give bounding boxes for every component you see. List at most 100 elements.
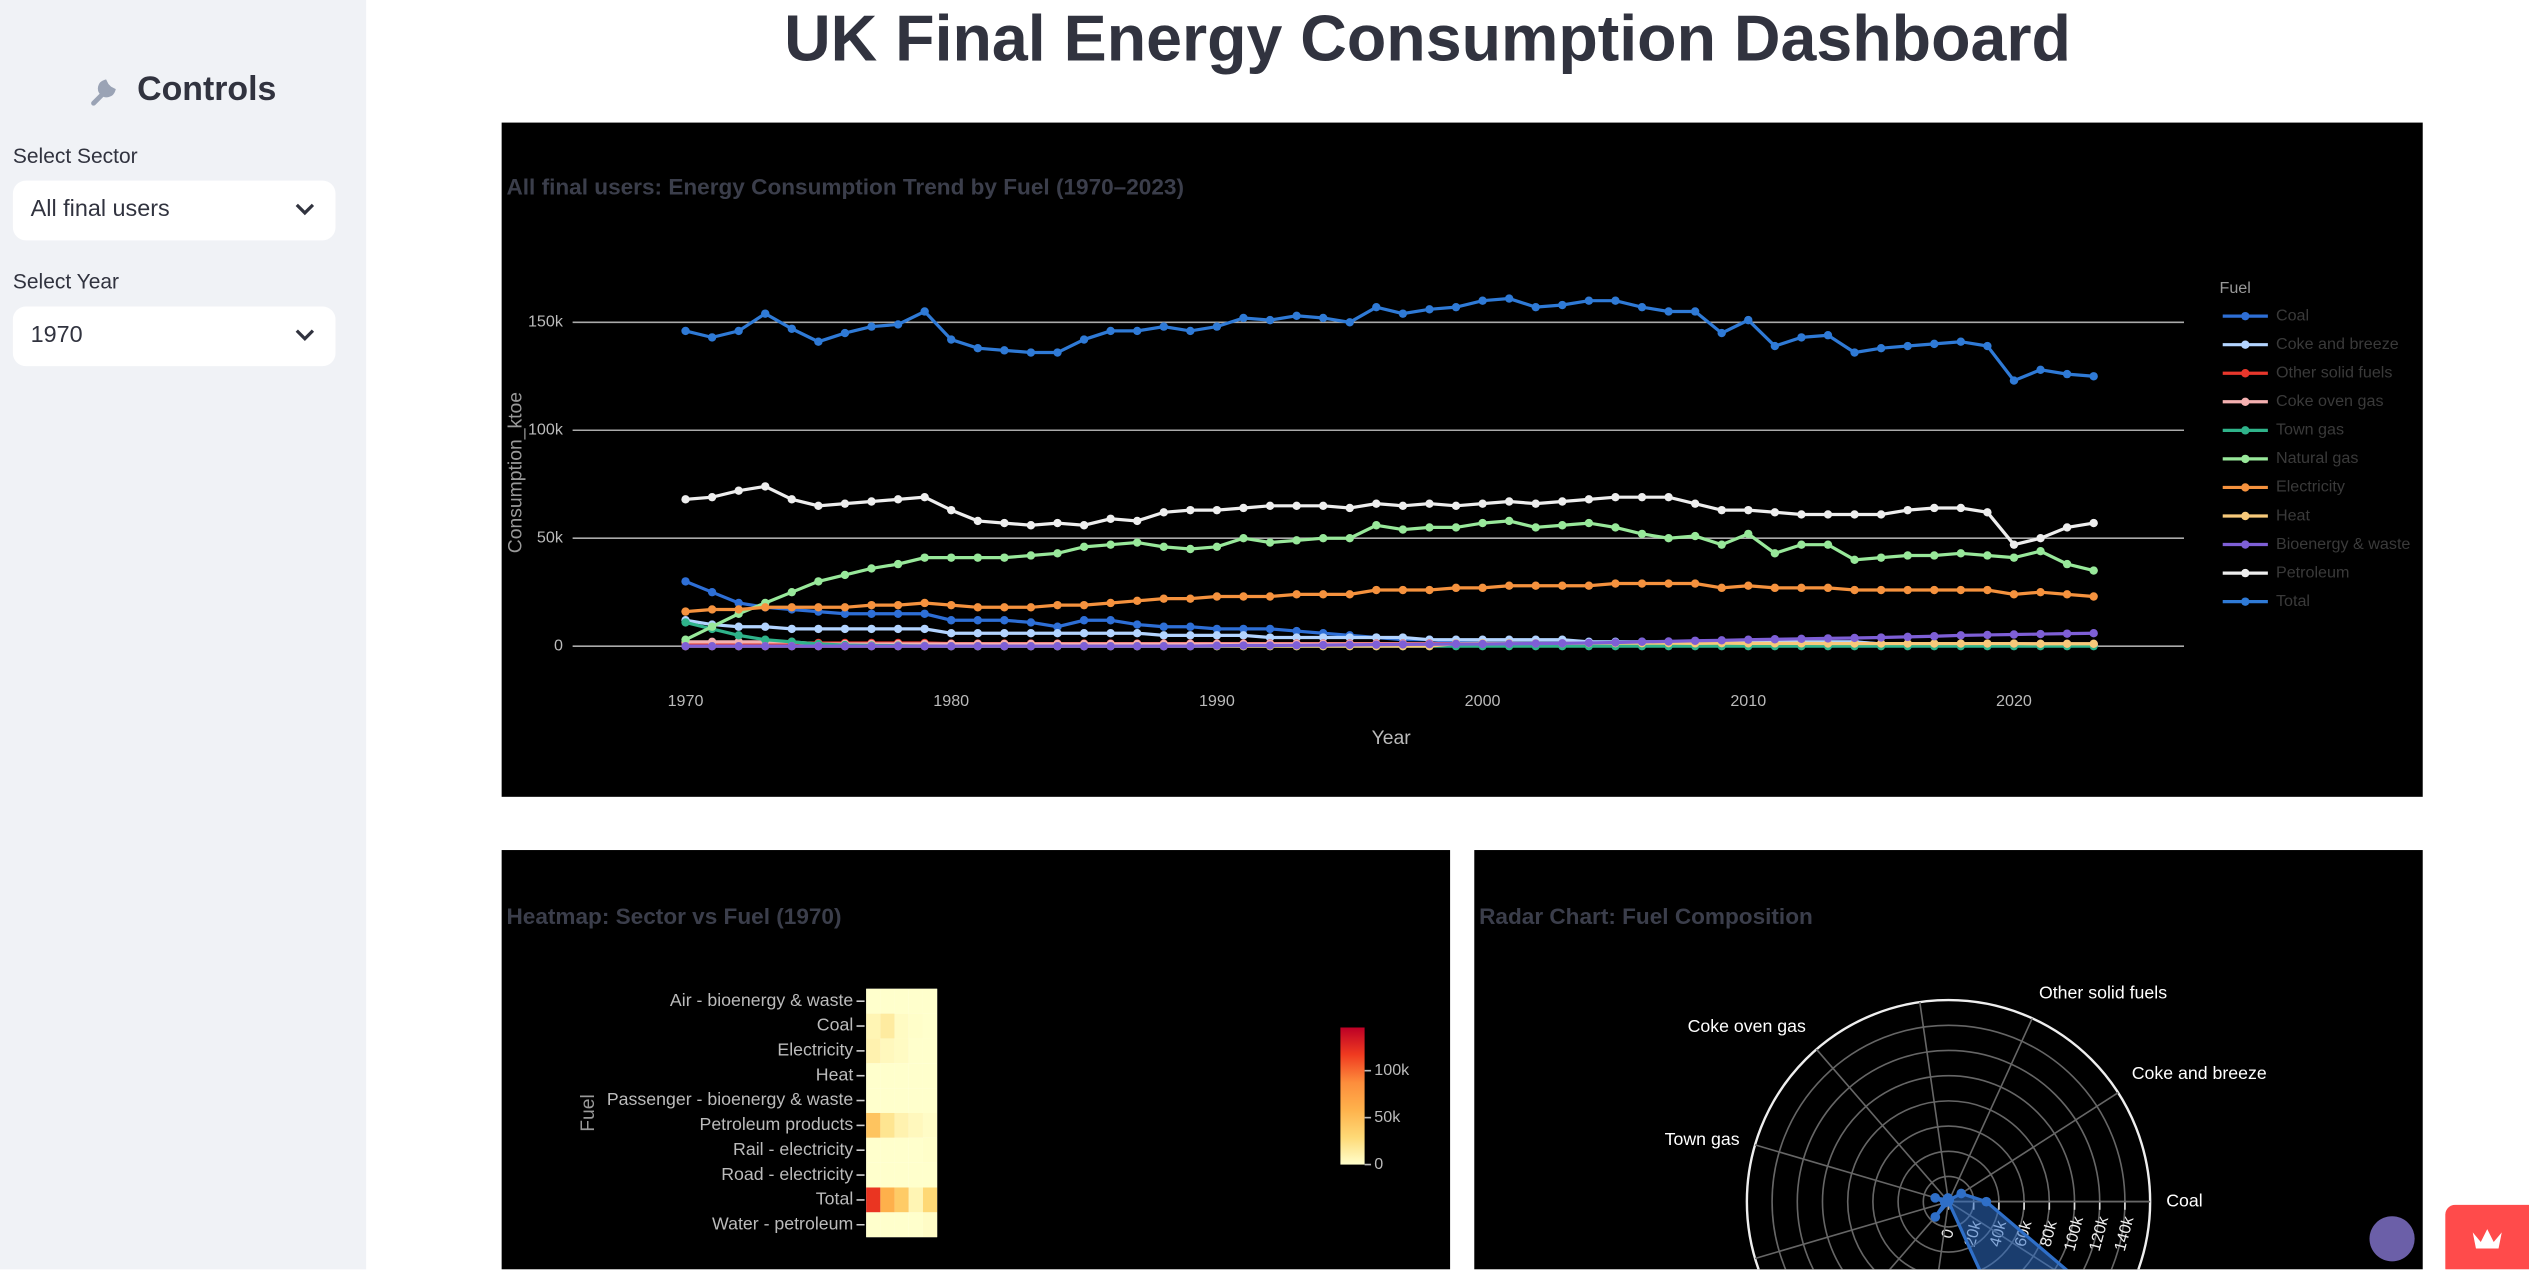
data-point xyxy=(1239,631,1248,640)
data-point xyxy=(920,492,929,502)
data-point xyxy=(1637,637,1647,647)
legend-marker xyxy=(2241,426,2250,435)
data-point xyxy=(1133,516,1142,526)
legend-label[interactable]: Town gas xyxy=(2276,421,2344,439)
data-point xyxy=(1026,551,1036,560)
data-point xyxy=(2036,534,2045,543)
legend-label[interactable]: Coke oven gas xyxy=(2276,392,2384,410)
legend-label[interactable]: Coke and breeze xyxy=(2276,335,2399,353)
data-point xyxy=(1292,311,1301,321)
data-point xyxy=(1584,581,1594,590)
data-point xyxy=(1292,633,1301,642)
heatmap-cell xyxy=(908,1038,923,1064)
data-point xyxy=(814,337,823,346)
data-point xyxy=(814,603,823,612)
data-point xyxy=(2009,553,2019,562)
legend-label[interactable]: Coal xyxy=(2276,306,2309,324)
heatmap-cell xyxy=(922,1137,938,1163)
data-point xyxy=(1717,636,1726,645)
data-point xyxy=(1531,302,1540,312)
heatmap-cell xyxy=(894,988,909,1014)
legend-label[interactable]: Natural gas xyxy=(2276,449,2358,467)
data-point xyxy=(1850,348,1859,357)
heatmap-cell xyxy=(866,988,881,1014)
data-point xyxy=(893,641,903,651)
colorbar-tick-label: 50k xyxy=(1374,1108,1401,1126)
data-point xyxy=(734,622,743,631)
data-point xyxy=(1212,542,1222,552)
data-point xyxy=(734,326,743,336)
data-point xyxy=(947,616,956,625)
data-point xyxy=(1504,497,1514,506)
data-point xyxy=(1664,307,1673,316)
data-point xyxy=(1212,505,1222,515)
data-point xyxy=(1212,641,1222,650)
data-point xyxy=(1504,294,1514,303)
data-point xyxy=(1318,590,1328,599)
heatmap-cell xyxy=(880,1038,895,1064)
data-point xyxy=(1850,585,1859,595)
sector-select[interactable]: All final users xyxy=(12,180,336,241)
data-point xyxy=(1876,633,1886,642)
legend-label[interactable]: Electricity xyxy=(2276,478,2346,496)
data-point xyxy=(1531,581,1540,590)
heatmap-cell xyxy=(922,1187,938,1213)
data-point xyxy=(681,495,690,504)
data-point xyxy=(1372,521,1381,530)
data-point xyxy=(1053,629,1062,638)
data-point xyxy=(1797,540,1806,549)
legend-label[interactable]: Other solid fuels xyxy=(2276,364,2393,382)
data-point xyxy=(1903,341,1912,351)
data-point xyxy=(1292,501,1301,511)
data-point xyxy=(787,324,796,333)
y-tick-label: Total xyxy=(816,1189,853,1209)
data-point xyxy=(840,603,850,612)
chart-title: Heatmap: Sector vs Fuel (1970) xyxy=(506,904,841,929)
legend-label[interactable]: Total xyxy=(2276,592,2310,610)
data-point xyxy=(867,641,876,651)
data-point xyxy=(1265,315,1275,325)
data-point xyxy=(1770,508,1780,517)
data-point xyxy=(867,322,876,331)
sidebar: Controls Select Sector All final users S… xyxy=(0,0,367,1270)
legend-label[interactable]: Petroleum xyxy=(2276,563,2350,581)
data-point xyxy=(1133,641,1142,651)
data-point xyxy=(2009,376,2019,385)
data-point xyxy=(1903,639,1912,648)
data-point xyxy=(1717,583,1726,593)
data-point xyxy=(1292,536,1301,545)
data-point xyxy=(1770,341,1780,351)
data-point xyxy=(707,333,717,342)
data-point xyxy=(1451,302,1461,312)
axis-label: Town gas xyxy=(1665,1129,1740,1149)
legend-label[interactable]: Bioenergy & waste xyxy=(2276,535,2410,553)
polar-spoke xyxy=(1947,1017,2033,1203)
heatmap-cell xyxy=(866,1063,881,1089)
data-point xyxy=(2062,523,2072,532)
heatmap-cell xyxy=(866,1187,881,1213)
data-point xyxy=(1239,624,1248,634)
data-point xyxy=(707,605,717,614)
data-point xyxy=(1797,634,1806,644)
heatmap-cell xyxy=(908,1013,923,1039)
avatar[interactable] xyxy=(2369,1216,2415,1262)
legend-marker xyxy=(2241,311,2250,321)
data-point xyxy=(1690,499,1700,508)
y-axis-label: Consumption_ktoe xyxy=(504,392,526,553)
legend-label[interactable]: Heat xyxy=(2276,506,2311,524)
heatmap-cell xyxy=(922,1063,938,1089)
data-point xyxy=(1504,516,1514,526)
data-point xyxy=(1876,510,1886,519)
data-point xyxy=(1026,641,1036,651)
heatmap-cell xyxy=(922,1088,938,1113)
data-point xyxy=(1079,600,1089,610)
data-point xyxy=(2036,639,2045,648)
sidebar-title: Controls xyxy=(137,70,277,109)
data-point xyxy=(1026,521,1036,530)
data-point xyxy=(1133,596,1142,606)
data-point xyxy=(1903,505,1912,515)
year-select[interactable]: 1970 xyxy=(12,306,336,367)
data-point xyxy=(1345,633,1354,642)
data-point xyxy=(840,641,850,651)
